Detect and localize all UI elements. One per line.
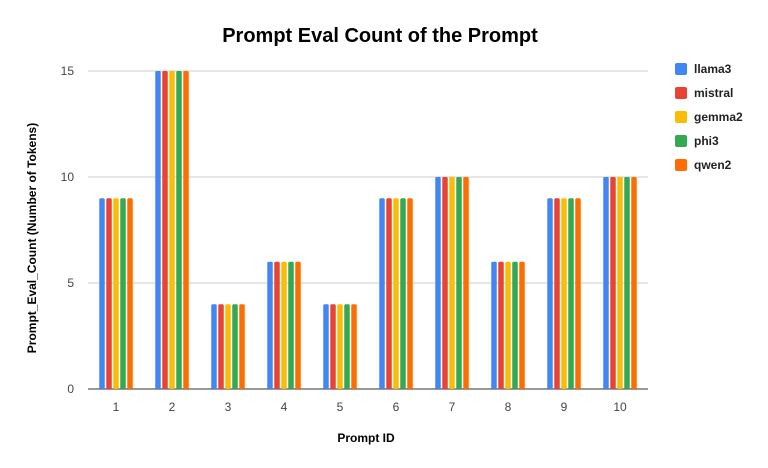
- x-tick-label: 5: [337, 400, 344, 414]
- legend-label: gemma2: [694, 110, 743, 124]
- bar-llama3-9: [547, 198, 553, 389]
- bar-phi3-5: [344, 304, 350, 389]
- legend-item-llama3[interactable]: llama3: [675, 62, 732, 76]
- legend: llama3 mistral gemma2 phi3 qwen2: [675, 62, 743, 172]
- x-tick-label: 6: [393, 400, 400, 414]
- bar-gemma2-2: [169, 71, 175, 389]
- bar-qwen2-1: [127, 198, 133, 389]
- x-tick-label: 8: [505, 400, 512, 414]
- x-tick-labels: 1 2 3 4 5 6 7 8 9 10: [113, 400, 627, 414]
- legend-label: mistral: [694, 86, 733, 100]
- legend-swatch: [675, 111, 687, 123]
- bar-mistral-10: [610, 177, 616, 389]
- bar-llama3-10: [603, 177, 609, 389]
- legend-swatch: [675, 159, 687, 171]
- bar-mistral-1: [106, 198, 112, 389]
- bar-phi3-8: [512, 261, 518, 389]
- bar-phi3-9: [568, 198, 574, 389]
- bar-phi3-7: [456, 177, 462, 389]
- bar-qwen2-9: [575, 198, 581, 389]
- bar-qwen2-5: [351, 304, 357, 389]
- bar-phi3-10: [624, 177, 630, 389]
- bar-phi3-3: [232, 304, 238, 389]
- bar-phi3-2: [176, 71, 182, 389]
- bar-qwen2-6: [407, 198, 413, 389]
- bar-gemma2-4: [281, 261, 287, 389]
- bar-llama3-6: [379, 198, 385, 389]
- bar-llama3-1: [99, 198, 105, 389]
- bar-qwen2-2: [183, 71, 189, 389]
- legend-label: phi3: [694, 134, 719, 148]
- x-tick-label: 3: [225, 400, 232, 414]
- bar-phi3-6: [400, 198, 406, 389]
- bar-phi3-4: [288, 261, 294, 389]
- bar-llama3-5: [323, 304, 329, 389]
- y-axis-label: Prompt_Eval_Count (Number of Tokens): [25, 123, 39, 353]
- x-tick-label: 9: [561, 400, 568, 414]
- bar-qwen2-4: [295, 261, 301, 389]
- bar-mistral-6: [386, 198, 392, 389]
- legend-item-phi3[interactable]: phi3: [675, 134, 719, 148]
- bar-llama3-2: [155, 71, 161, 389]
- bar-qwen2-3: [239, 304, 245, 389]
- x-tick-label: 2: [169, 400, 176, 414]
- bar-qwen2-8: [519, 261, 525, 389]
- bar-gemma2-5: [337, 304, 343, 389]
- legend-swatch: [675, 63, 687, 75]
- bar-gemma2-1: [113, 198, 119, 389]
- bar-gemma2-8: [505, 261, 511, 389]
- x-tick-label: 7: [449, 400, 456, 414]
- bar-llama3-3: [211, 304, 217, 389]
- legend-swatch: [675, 87, 687, 99]
- x-tick-label: 10: [613, 400, 627, 414]
- bar-mistral-2: [162, 71, 168, 389]
- bar-mistral-8: [498, 261, 504, 389]
- x-axis-label: Prompt ID: [337, 431, 395, 445]
- bar-qwen2-10: [631, 177, 637, 389]
- y-tick-label: 10: [61, 170, 75, 184]
- bar-mistral-5: [330, 304, 336, 389]
- bar-mistral-4: [274, 261, 280, 389]
- legend-label: llama3: [694, 62, 732, 76]
- bar-phi3-1: [120, 198, 126, 389]
- chart-title: Prompt Eval Count of the Prompt: [222, 25, 538, 47]
- bar-llama3-4: [267, 261, 273, 389]
- bar-mistral-9: [554, 198, 560, 389]
- bar-qwen2-7: [463, 177, 469, 389]
- bar-gemma2-7: [449, 177, 455, 389]
- bars: [99, 71, 637, 389]
- bar-mistral-7: [442, 177, 448, 389]
- legend-item-qwen2[interactable]: qwen2: [675, 158, 732, 172]
- bar-gemma2-9: [561, 198, 567, 389]
- legend-swatch: [675, 135, 687, 147]
- y-tick-label: 15: [61, 64, 75, 78]
- bar-gemma2-6: [393, 198, 399, 389]
- legend-item-gemma2[interactable]: gemma2: [675, 110, 743, 124]
- x-tick-label: 1: [113, 400, 120, 414]
- bar-llama3-7: [435, 177, 441, 389]
- x-tick-label: 4: [281, 400, 288, 414]
- y-tick-labels: 0 5 10 15: [61, 64, 75, 396]
- bar-gemma2-3: [225, 304, 231, 389]
- bar-llama3-8: [491, 261, 497, 389]
- legend-item-mistral[interactable]: mistral: [675, 86, 733, 100]
- bar-gemma2-10: [617, 177, 623, 389]
- y-tick-label: 5: [67, 276, 74, 290]
- legend-label: qwen2: [694, 158, 732, 172]
- y-tick-label: 0: [67, 382, 74, 396]
- bar-mistral-3: [218, 304, 224, 389]
